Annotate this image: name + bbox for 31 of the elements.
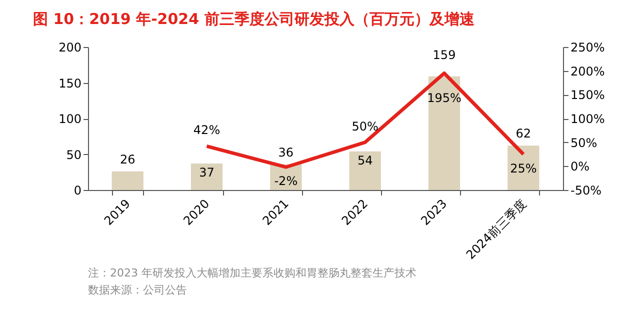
y2-tick-label: 200% (570, 64, 605, 78)
y-tick-label: 150 (58, 76, 82, 90)
chart-title: 图 10：2019 年-2024 前三季度公司研发投入（百万元）及增速 (33, 10, 476, 28)
data-label: 26 (120, 152, 136, 166)
y2-tick-label: 100% (570, 112, 605, 126)
y2-tick-label: 0% (570, 160, 590, 174)
bar (190, 164, 223, 190)
y-tick-label: 100 (58, 112, 82, 126)
y2-tick-label: 50% (570, 136, 598, 150)
y-tick-label: 200 (58, 40, 82, 54)
bar (428, 76, 460, 190)
y-tick-label: 50 (66, 148, 82, 162)
data-label: 159 (432, 48, 456, 62)
y2-tick-label: 250% (570, 40, 605, 54)
y2-tick-label: -50% (570, 184, 602, 198)
bar (112, 171, 144, 190)
data-label: 42% (193, 123, 220, 138)
data-label: 25% (510, 161, 537, 176)
data-label: -2% (274, 174, 298, 188)
data-label: 195% (427, 91, 462, 106)
bar (349, 151, 381, 190)
bar (508, 146, 540, 190)
data-label: 50% (352, 119, 378, 134)
data-label: 37 (199, 166, 214, 180)
text: 注：2023 年研发投入大幅增加主要系收购和胃整肠丸整套生产技术 (88, 266, 416, 280)
data-label: 54 (357, 153, 373, 168)
data-label: 36 (278, 145, 294, 160)
y2-tick-label: 150% (570, 88, 605, 102)
data-label: 62 (516, 126, 532, 141)
source-note: 数据来源：公司公告 (88, 284, 187, 296)
y-tick-label: 0 (74, 184, 82, 198)
